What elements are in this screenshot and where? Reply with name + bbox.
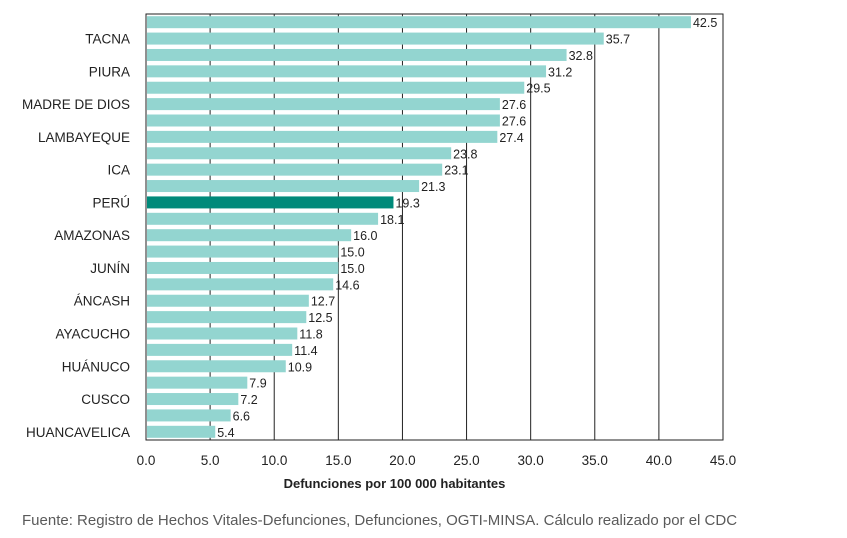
bar [147,81,525,94]
bar [147,376,248,389]
bar [147,261,339,274]
x-tick-label: 15.0 [325,453,351,468]
bar [147,163,443,176]
category-label: ÁNCASH [74,294,130,309]
bar [147,409,231,422]
category-label: TACNA [85,32,130,47]
value-label: 32.8 [569,49,593,63]
bar [147,360,286,373]
category-label: AMAZONAS [54,228,130,243]
category-label: LAMBAYEQUE [38,130,130,145]
x-tick-label: 5.0 [201,453,220,468]
value-label: 12.7 [311,295,335,309]
value-label: 5.4 [217,426,234,440]
value-label: 27.4 [499,131,523,145]
value-label: 31.2 [548,65,572,79]
value-label: 23.8 [453,147,477,161]
value-label: 7.2 [240,393,257,407]
category-label: CUSCO [81,392,130,407]
value-label: 15.0 [340,246,364,260]
category-labels: TACNA PIURA MADRE DE DIOS LAMBAYEQUE ICA PERÚ… [22,32,130,440]
value-label: 35.7 [606,33,630,47]
category-label: HUANCAVELICA [26,425,130,440]
category-label: PIURA [89,64,130,79]
bar [147,16,691,29]
grid-lines [145,13,724,441]
x-tick-labels: 0.0 5.0 10.0 15.0 20.0 25.0 30.0 35.0 40.0 45.0 [137,453,737,468]
bar [147,327,298,340]
category-label: ICA [107,163,130,178]
bar [147,212,379,225]
bar [147,278,334,291]
bars [147,16,691,438]
x-tick-label: 10.0 [261,453,287,468]
bar [147,245,339,258]
value-label: 19.3 [395,196,419,210]
bar [147,425,216,438]
category-label: PERÚ [92,195,130,210]
x-tick-label: 40.0 [646,453,672,468]
bar-highlight [147,196,394,209]
bar [147,65,547,78]
value-labels: 42.535.732.831.229.527.627.627.423.823.1… [217,16,717,440]
value-label: 14.6 [335,278,359,292]
value-label: 6.6 [233,409,250,423]
bar [147,229,352,242]
value-label: 23.1 [444,164,468,178]
bar [147,147,452,160]
category-label: AYACUCHO [55,327,130,342]
value-label: 27.6 [502,98,526,112]
value-label: 12.5 [308,311,332,325]
bar [147,48,567,61]
x-tick-label: 30.0 [518,453,544,468]
value-label: 7.9 [249,377,266,391]
value-label: 10.9 [288,360,312,374]
bar [147,114,500,127]
x-tick-label: 20.0 [389,453,415,468]
bar [147,130,498,143]
value-label: 21.3 [421,180,445,194]
plot-frame [145,13,724,441]
x-tick-label: 45.0 [710,453,736,468]
value-label: 27.6 [502,115,526,129]
category-label: JUNÍN [90,261,130,276]
bar [147,311,307,324]
x-tick-label: 0.0 [137,453,156,468]
x-tick-label: 25.0 [453,453,479,468]
value-label: 42.5 [693,16,717,30]
bar [147,180,420,193]
x-axis-title: Defunciones por 100 000 habitantes [284,476,506,491]
category-label: MADRE DE DIOS [22,97,130,112]
category-label: HUÁNUCO [62,359,130,374]
bar [147,343,293,356]
value-label: 11.8 [299,328,322,342]
bar [147,98,500,111]
value-label: 11.4 [294,344,317,358]
bar [147,32,604,45]
value-label: 18.1 [380,213,404,227]
x-tick-label: 35.0 [582,453,608,468]
value-label: 15.0 [340,262,364,276]
bar [147,393,239,406]
bar [147,294,309,307]
value-label: 16.0 [353,229,377,243]
value-label: 29.5 [526,82,550,96]
source-note: Fuente: Registro de Hechos Vitales-Defun… [22,512,738,529]
